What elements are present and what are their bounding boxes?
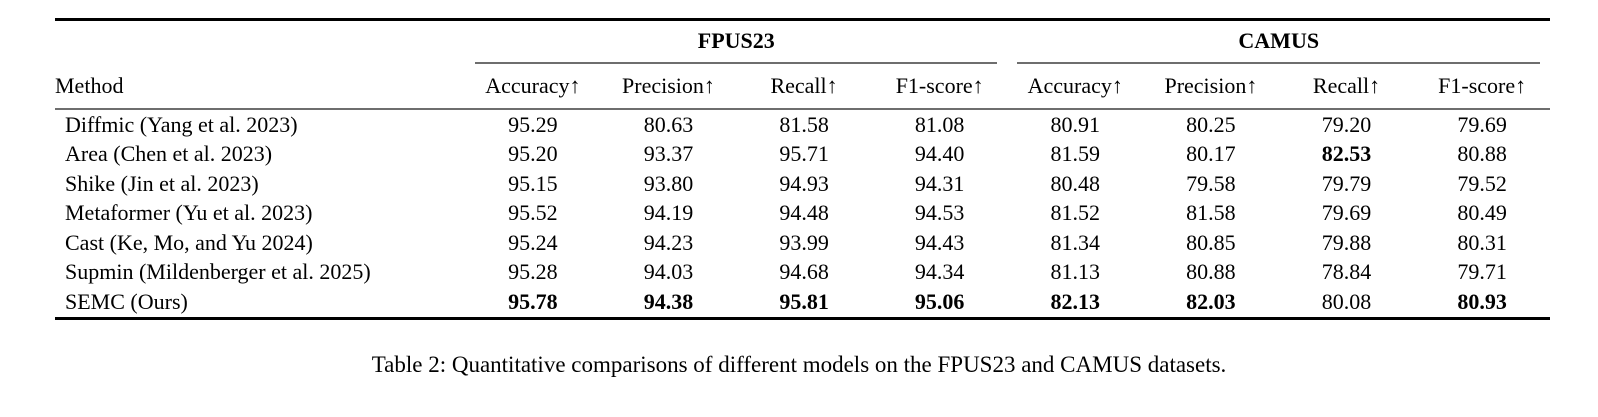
value-cell: 79.20 <box>1321 111 1372 137</box>
value-cell: 95.15 <box>508 170 558 196</box>
value-cell: 80.91 <box>1050 111 1101 137</box>
value-cell: 80.85 <box>1186 229 1236 255</box>
value-cell: 93.37 <box>643 141 694 167</box>
value-cell: 94.31 <box>914 170 965 196</box>
group-header-spacer <box>55 20 465 65</box>
column-header-camus-precision: Precision↑ <box>1143 64 1279 110</box>
value-cell: 80.25 <box>1186 111 1236 137</box>
value-cell: 80.48 <box>1050 170 1101 196</box>
method-cell: Area (Chen et al. 2023) <box>65 141 273 167</box>
table-row: Cast (Ke, Mo, and Yu 2024) 95.24 94.23 9… <box>55 228 1550 258</box>
method-cell: Metaformer (Yu et al. 2023) <box>65 200 313 226</box>
table-row: Shike (Jin et al. 2023) 95.15 93.80 94.9… <box>55 169 1550 199</box>
value-cell: 95.24 <box>508 229 558 255</box>
value-cell: 95.20 <box>508 141 558 167</box>
group-header-fpus23: FPUS23 <box>465 20 1007 64</box>
value-cell: 80.93 <box>1457 288 1507 314</box>
value-cell: 78.84 <box>1321 259 1372 285</box>
value-cell: 79.52 <box>1457 170 1507 196</box>
value-cell: 94.53 <box>914 200 965 226</box>
value-cell: 93.80 <box>643 170 694 196</box>
value-cell: 82.03 <box>1186 288 1236 314</box>
value-cell: 82.13 <box>1050 288 1101 314</box>
group-header-fpus23-label: FPUS23 <box>475 21 998 64</box>
value-cell: 95.29 <box>508 111 558 137</box>
value-cell: 94.48 <box>779 200 829 226</box>
group-header-row: FPUS23 CAMUS <box>55 20 1550 65</box>
value-cell: 95.28 <box>508 259 558 285</box>
method-cell: Shike (Jin et al. 2023) <box>65 170 259 196</box>
column-header-fpus23-accuracy: Accuracy↑ <box>465 64 601 110</box>
value-cell: 95.78 <box>508 288 558 314</box>
column-header-camus-f1score: F1-score↑ <box>1414 64 1550 110</box>
table-row: Supmin (Mildenberger et al. 2025) 95.28 … <box>55 258 1550 288</box>
value-cell: 80.88 <box>1186 259 1236 285</box>
method-cell: Diffmic (Yang et al. 2023) <box>65 111 298 137</box>
method-cell: Supmin (Mildenberger et al. 2025) <box>65 259 371 285</box>
table-row: Diffmic (Yang et al. 2023) 95.29 80.63 8… <box>55 109 1550 140</box>
value-cell: 95.81 <box>779 288 829 314</box>
value-cell: 79.88 <box>1321 229 1372 255</box>
value-cell: 81.59 <box>1050 141 1101 167</box>
value-cell: 94.38 <box>643 288 694 314</box>
value-cell: 79.71 <box>1457 259 1507 285</box>
value-cell: 81.58 <box>779 111 829 137</box>
value-cell: 80.49 <box>1457 200 1507 226</box>
group-header-camus: CAMUS <box>1007 20 1550 64</box>
metric-header-row: Method Accuracy↑ Precision↑ Recall↑ F1-s… <box>55 64 1550 110</box>
value-cell: 95.06 <box>914 288 965 314</box>
value-cell: 94.93 <box>779 170 829 196</box>
group-header-camus-label: CAMUS <box>1017 21 1540 64</box>
results-table: FPUS23 CAMUS Method Accuracy↑ Precision↑… <box>55 18 1550 320</box>
value-cell: 81.52 <box>1050 200 1101 226</box>
table-row: Metaformer (Yu et al. 2023) 95.52 94.19 … <box>55 199 1550 229</box>
value-cell: 94.23 <box>643 229 694 255</box>
value-cell: 94.40 <box>914 141 965 167</box>
value-cell: 79.69 <box>1457 111 1507 137</box>
method-column-header: Method <box>55 64 466 110</box>
value-cell: 79.79 <box>1321 170 1372 196</box>
value-cell: 81.13 <box>1050 259 1101 285</box>
value-cell: 81.58 <box>1186 200 1236 226</box>
value-cell: 82.53 <box>1321 141 1372 167</box>
value-cell: 94.68 <box>779 259 829 285</box>
column-header-fpus23-recall: Recall↑ <box>736 64 872 110</box>
value-cell: 94.43 <box>914 229 965 255</box>
column-header-fpus23-precision: Precision↑ <box>600 64 737 110</box>
value-cell: 93.99 <box>779 229 829 255</box>
column-header-camus-accuracy: Accuracy↑ <box>1007 64 1144 110</box>
value-cell: 80.31 <box>1457 229 1507 255</box>
value-cell: 79.58 <box>1186 170 1236 196</box>
table-caption: Table 2: Quantitative comparisons of dif… <box>371 352 1227 377</box>
value-cell: 80.17 <box>1186 141 1236 167</box>
value-cell: 94.03 <box>643 259 694 285</box>
value-cell: 81.08 <box>914 111 965 137</box>
table-row: Area (Chen et al. 2023) 95.20 93.37 95.7… <box>55 140 1550 170</box>
value-cell: 80.88 <box>1457 141 1507 167</box>
value-cell: 94.34 <box>914 259 965 285</box>
method-cell: SEMC (Ours) <box>65 288 188 314</box>
method-cell: Cast (Ke, Mo, and Yu 2024) <box>65 229 313 255</box>
value-cell: 95.52 <box>508 200 558 226</box>
value-cell: 81.34 <box>1050 229 1101 255</box>
column-header-fpus23-f1score: F1-score↑ <box>871 64 1008 110</box>
value-cell: 95.71 <box>779 141 829 167</box>
column-header-camus-recall: Recall↑ <box>1278 64 1415 110</box>
value-cell: 80.08 <box>1321 288 1372 314</box>
value-cell: 94.19 <box>643 200 694 226</box>
value-cell: 79.69 <box>1321 200 1372 226</box>
table-row: SEMC (Ours) 95.78 94.38 95.81 95.06 82.1… <box>55 287 1550 318</box>
value-cell: 80.63 <box>643 111 694 137</box>
